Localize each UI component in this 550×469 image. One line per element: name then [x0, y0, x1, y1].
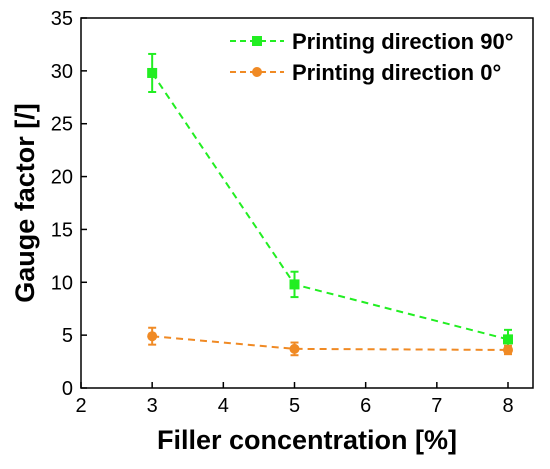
y-axis: 0 5 10 15 20 25 30 35 — [51, 8, 87, 400]
x-tick-label: 3 — [147, 395, 158, 417]
x-axis-title: Filler concentration [%] — [157, 425, 457, 455]
y-tick-label: 30 — [51, 61, 73, 83]
x-tick-label: 8 — [502, 395, 513, 417]
series-1 — [147, 326, 513, 357]
series-layer — [147, 52, 513, 357]
y-tick-label: 15 — [51, 219, 73, 241]
x-tick-label: 2 — [75, 395, 86, 417]
x-tick-label: 6 — [360, 395, 371, 417]
legend-marker-90 — [252, 36, 262, 46]
legend-label-0: Printing direction 0° — [292, 60, 501, 85]
y-tick-label: 5 — [62, 325, 73, 347]
y-tick-label: 0 — [62, 378, 73, 400]
data-point — [289, 343, 300, 354]
data-point — [503, 344, 513, 355]
legend-marker-0 — [252, 67, 262, 77]
x-axis: 2 3 4 5 6 7 8 — [75, 382, 514, 417]
x-tick-label: 4 — [218, 395, 229, 417]
legend: Printing direction 90° Printing directio… — [230, 29, 514, 85]
y-tick-label: 25 — [51, 114, 73, 136]
y-tick-label: 35 — [51, 8, 73, 30]
y-tick-label: 10 — [51, 272, 73, 294]
series-0 — [147, 52, 513, 350]
plot-frame — [80, 17, 534, 389]
data-point — [289, 279, 300, 290]
data-point — [147, 331, 158, 342]
legend-label-90: Printing direction 90° — [292, 29, 514, 54]
y-tick-label: 20 — [51, 167, 73, 189]
data-point — [503, 334, 513, 345]
x-tick-label: 7 — [431, 395, 442, 417]
data-point — [147, 67, 158, 78]
series-line — [151, 72, 509, 341]
series-line — [152, 335, 509, 351]
y-axis-title: Gauge factor [/] — [10, 103, 40, 303]
x-tick-label: 5 — [289, 395, 300, 417]
